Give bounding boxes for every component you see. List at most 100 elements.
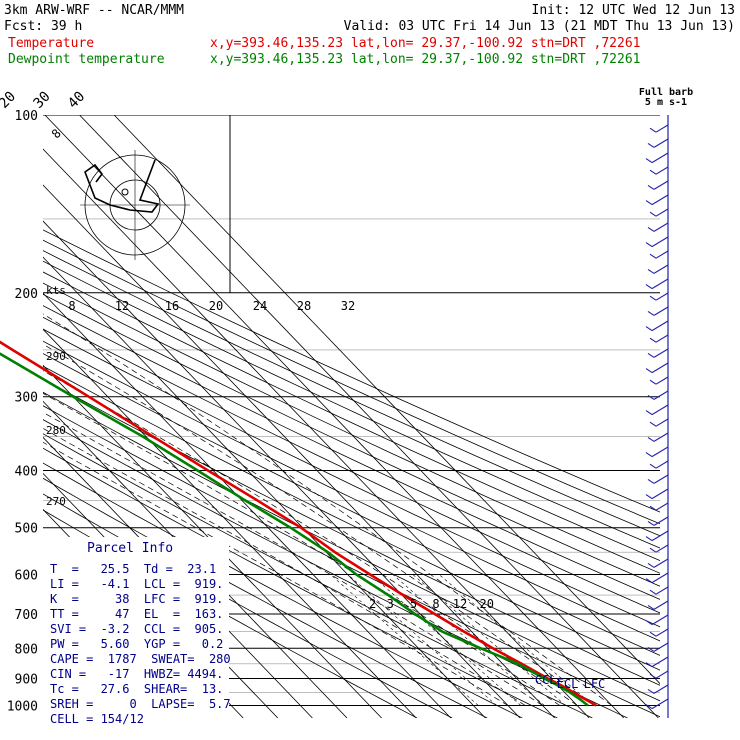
chart-grid: [43, 115, 660, 718]
dry-adiabat: [43, 260, 660, 549]
mixing-ratio-line: [347, 574, 497, 706]
pressure-tick-label: 400: [15, 465, 38, 480]
pressure-tick-label: 100: [15, 109, 38, 124]
wind-barb: [649, 250, 669, 259]
wind-legend-title: Full barb: [639, 87, 693, 98]
hodograph-ring-label: 32: [341, 299, 355, 313]
wind-barb-profile: [645, 115, 669, 718]
wind-barb: [647, 642, 669, 652]
parcel-row: SVI = -3.2 CCL = 905.: [50, 622, 223, 636]
pressure-tick-label: 700: [15, 608, 38, 623]
hodograph-ring-label: 8: [68, 299, 75, 313]
wind-barb: [649, 292, 669, 301]
wind-barb: [649, 670, 669, 679]
wind-barb: [645, 698, 669, 710]
profile-annotation: LFC: [584, 677, 606, 691]
wind-barb: [647, 516, 669, 526]
isotherm-line: [43, 148, 590, 718]
dry-adiabat: [43, 365, 660, 671]
wind-barb: [647, 600, 669, 610]
pressure-tick-label: 800: [15, 642, 38, 657]
legend-dewpoint: Dewpoint temperature: [8, 52, 165, 67]
parcel-row: LI = -4.1 LCL = 919.: [50, 577, 223, 591]
isotherm-line: [43, 400, 348, 718]
isotherm-line: [43, 364, 382, 718]
wind-barb: [647, 432, 669, 442]
wind-barb: [645, 362, 669, 374]
pressure-tick-label: 1000: [7, 699, 38, 714]
isotherm-line: [43, 184, 555, 718]
wind-barb: [647, 222, 669, 232]
wind-barb: [649, 460, 669, 469]
pressure-tick-label: 200: [15, 287, 38, 302]
dry-adiabat: [43, 282, 660, 574]
dry-adiabat: [43, 433, 593, 718]
wind-barb: [645, 404, 669, 416]
pressure-tick-label: 300: [15, 391, 38, 406]
hodograph-ring-label: 28: [297, 299, 311, 313]
wind-barb: [649, 124, 669, 133]
moist-adiabat: [43, 441, 509, 706]
wind-barb: [645, 152, 669, 164]
dry-adiabat: [43, 239, 660, 525]
moist-adiabat: [43, 343, 595, 706]
storm-motion-marker: [121, 188, 129, 196]
wind-barb: [645, 320, 669, 332]
wind-barb: [645, 614, 669, 626]
isotherm-line: [79, 115, 659, 718]
wind-barb: [647, 558, 669, 568]
wind-barb: [649, 502, 669, 511]
parcel-info-title: Parcel Info: [87, 541, 173, 556]
dry-adiabat: [43, 305, 660, 600]
theta-label: 290: [46, 350, 66, 363]
parcel-row: Tc = 27.6 SHEAR= 13.: [50, 682, 223, 696]
pressure-tick-label: 900: [15, 672, 38, 687]
parcel-row: SREH = 0 LAPSE= 5.7: [50, 697, 231, 711]
theta-label: 280: [46, 424, 66, 437]
wind-barb: [645, 656, 669, 668]
wind-legend: Full barb 5 m s-1: [639, 87, 693, 108]
model-title: 3km ARW-WRF -- NCAR/MMM: [4, 3, 184, 18]
isotherm-line: [113, 115, 660, 685]
forecast-hour: Fcst: 39 h: [4, 19, 82, 34]
hodograph: 8 12 16 20 24 28 32 8: [49, 115, 355, 313]
wind-barb: [645, 530, 669, 542]
wind-barb: [645, 236, 669, 248]
header: 3km ARW-WRF -- NCAR/MMM Init: 12 UTC Wed…: [4, 3, 735, 67]
wind-barb: [649, 628, 669, 637]
wind-barb: [649, 334, 669, 343]
dry-adiabat: [43, 316, 660, 614]
profile-annotation: LCL: [557, 677, 579, 691]
wind-legend-unit: 5 m s-1: [645, 97, 687, 108]
wind-barb: [645, 572, 669, 584]
isotherm-line: [43, 292, 452, 718]
dry-adiabat: [43, 271, 660, 561]
dry-adiabat: [43, 391, 660, 702]
hodograph-ring-label: 12: [115, 299, 129, 313]
wind-barb: [649, 376, 669, 385]
mixing-ratio-label: 2: [369, 597, 376, 611]
moist-adiabat: [43, 313, 613, 706]
parcel-row: PW = 5.60 YGP = 0.2: [50, 637, 223, 651]
wind-barb: [647, 474, 669, 484]
isotherm-line: [43, 220, 521, 718]
wind-barb: [647, 348, 669, 358]
temperature-line: [0, 340, 597, 707]
dewpoint-line: [0, 352, 589, 707]
init-time: Init: 12 UTC Wed 12 Jun 13: [532, 3, 736, 18]
mixing-ratio-label: 12: [453, 597, 467, 611]
wind-barb: [647, 180, 669, 190]
legend-temperature: Temperature: [8, 36, 94, 51]
parcel-row: CAPE = 1787 SWEAT= 280: [50, 652, 231, 666]
wind-barb: [649, 208, 669, 217]
mixing-ratio-line: [330, 574, 479, 706]
mixing-ratio-label: 5: [410, 597, 417, 611]
dry-adiabat: [43, 328, 660, 628]
isotherm-line: [44, 115, 625, 718]
wind-barb: [645, 278, 669, 290]
wind-barb: [649, 166, 669, 175]
theta-label: 270: [46, 495, 66, 508]
wind-barb: [649, 544, 669, 553]
dry-adiabat: [43, 293, 660, 587]
